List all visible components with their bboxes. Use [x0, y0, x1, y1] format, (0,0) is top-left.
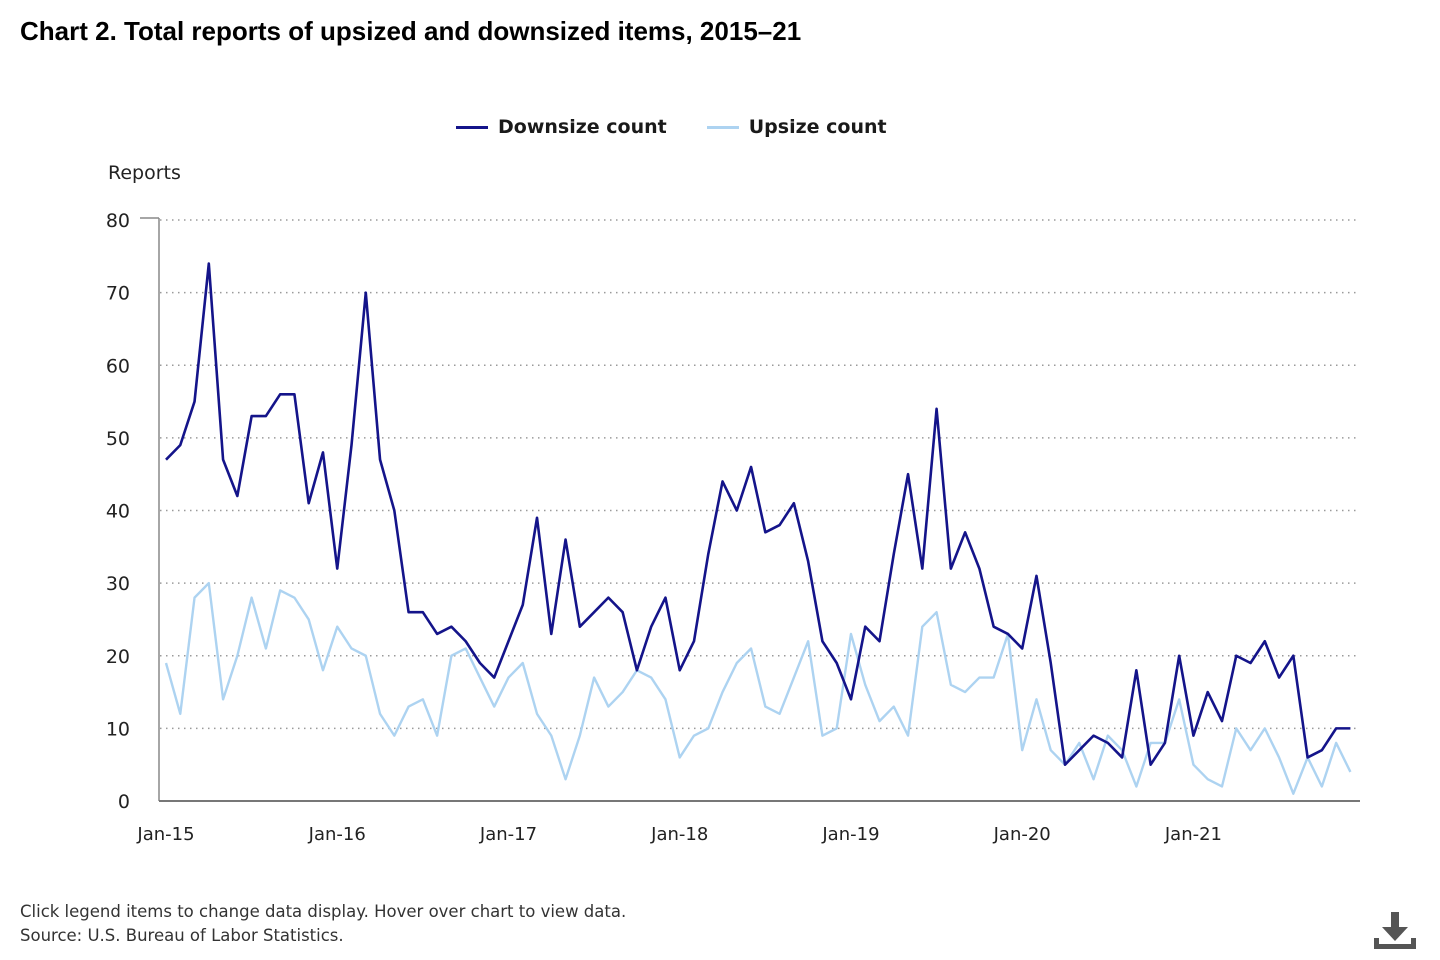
y-tick-label-30: 30	[106, 573, 130, 595]
y-tick-label-0: 0	[118, 791, 130, 813]
x-tick-label-Jan-21: Jan-21	[1164, 824, 1222, 845]
series-lines	[164, 262, 1352, 795]
chart-legend: Downsize count Upsize count	[456, 116, 927, 138]
y-axis-label: Reports	[108, 162, 181, 184]
legend-swatch-upsize	[706, 125, 739, 129]
axes	[140, 217, 1360, 802]
y-tick-label-20: 20	[106, 646, 130, 668]
y-tick-labels: 0 10 20 30 40 50 60 70 80	[106, 210, 130, 813]
x-tick-label-Jan-17: Jan-17	[479, 824, 537, 845]
y-tick-label-50: 50	[106, 428, 130, 450]
y-tick-label-40: 40	[106, 501, 130, 523]
x-tick-label-Jan-20: Jan-20	[993, 824, 1051, 845]
y-tick-label-80: 80	[106, 210, 130, 232]
x-tick-label-Jan-19: Jan-19	[821, 824, 879, 845]
grid-lines	[160, 219, 1358, 730]
footer-source: Source: U.S. Bureau of Labor Statistics.	[20, 926, 344, 945]
series-line-downsize[interactable]	[165, 262, 1351, 766]
footer-note: Click legend items to change data displa…	[20, 900, 626, 948]
y-tick-label-60: 60	[106, 355, 130, 377]
legend-item-downsize[interactable]: Downsize count	[456, 116, 667, 138]
x-tick-label-Jan-18: Jan-18	[650, 824, 708, 845]
chart-title: Chart 2. Total reports of upsized and do…	[20, 16, 802, 46]
y-tick-label-10: 10	[106, 718, 130, 740]
y-tick-label-70: 70	[106, 283, 130, 305]
x-tick-label-Jan-15: Jan-15	[136, 824, 194, 845]
legend-label-upsize: Upsize count	[748, 116, 887, 138]
legend-label-downsize: Downsize count	[498, 116, 667, 138]
download-icon[interactable]	[1372, 908, 1418, 954]
x-tick-labels: Jan-15 Jan-16 Jan-17 Jan-18 Jan-19 Jan-20 Jan-…	[136, 824, 1222, 845]
legend-item-upsize[interactable]: Upsize count	[706, 116, 887, 138]
legend-swatch-downsize	[456, 125, 488, 129]
x-tick-label-Jan-16: Jan-16	[308, 824, 366, 845]
download-icon-glyph	[1374, 912, 1416, 949]
series-line-upsize[interactable]	[164, 581, 1352, 795]
footer-instructions: Click legend items to change data displa…	[20, 902, 627, 921]
